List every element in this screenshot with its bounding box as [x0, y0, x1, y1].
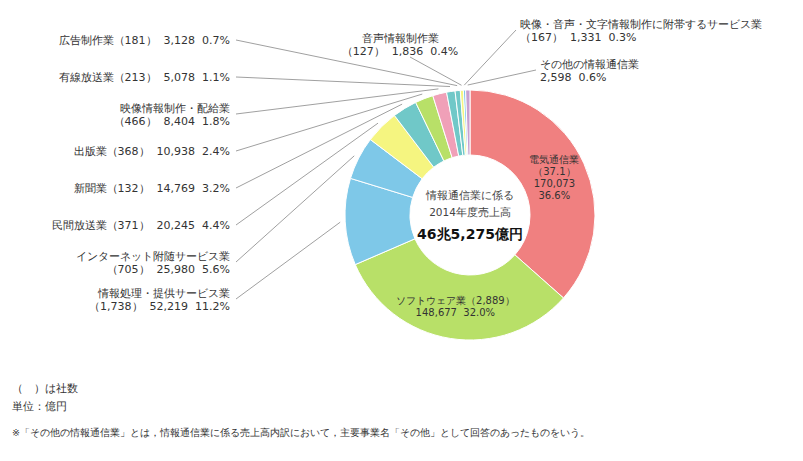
slice-label: 情報処理・提供サービス業（1,738） 52,219 11.2% [89, 286, 230, 312]
labels: 電気通信業（37.1）170,07336.6% ソフトウェア業（2,889）148… [12, 17, 762, 438]
background [0, 0, 803, 461]
slice-label: インターネット附随サービス業（705） 25,980 5.6% [76, 249, 230, 275]
slice-label: 音声情報制作業（127） 1,836 0.4% [342, 31, 458, 57]
leader-line [236, 77, 450, 87]
slice-label: 映像・音声・文字情報制作に附帯するサービス業（167） 1,331 0.3% [520, 17, 762, 43]
slice-label: ソフトウェア業（2,889）148,677 32.0% [396, 295, 515, 318]
center-text: 46兆5,275億円 [417, 226, 523, 242]
slice-label: 電気通信業（37.1）170,07336.6% [529, 154, 579, 201]
leader-line [236, 156, 354, 262]
leader-line [464, 30, 516, 85]
donut-wedge [355, 239, 563, 340]
donut-wedge [466, 90, 470, 155]
note: （ ）は社数 [12, 382, 78, 394]
note: 単位：億円 [12, 400, 67, 412]
leader-line [236, 104, 402, 188]
slice-label: 新聞業（132） 14,769 3.2% [74, 182, 230, 195]
slice-label: 民間放送業（371） 20,245 4.4% [52, 219, 230, 232]
note: ※「その他の情報通信業」とは，情報通信業に係る売上高内訳において，主要事業名「そ… [12, 427, 590, 438]
slice-label: 出版業（368） 10,938 2.4% [74, 145, 230, 158]
chart: 電気通信業（37.1）170,07336.6% ソフトウェア業（2,889）148… [0, 0, 803, 461]
center-text: 情報通信業に係る [425, 189, 514, 201]
leader-line [236, 222, 340, 299]
center-text: 2014年度売上高 [429, 206, 511, 218]
slice-label: 有線放送業（213） 5,078 1.1% [59, 71, 230, 84]
slice-label: 広告制作業（181） 3,128 0.7% [59, 34, 230, 47]
wedges [345, 90, 595, 340]
leader-line [468, 70, 536, 85]
slice-label: その他の情報通信業2,598 0.6% [540, 57, 639, 83]
slice-label: 映像情報制作・配給業（466） 8,404 1.8% [114, 101, 230, 127]
leader-line [236, 123, 378, 225]
leader-line [236, 89, 438, 114]
leader-line [410, 57, 461, 85]
